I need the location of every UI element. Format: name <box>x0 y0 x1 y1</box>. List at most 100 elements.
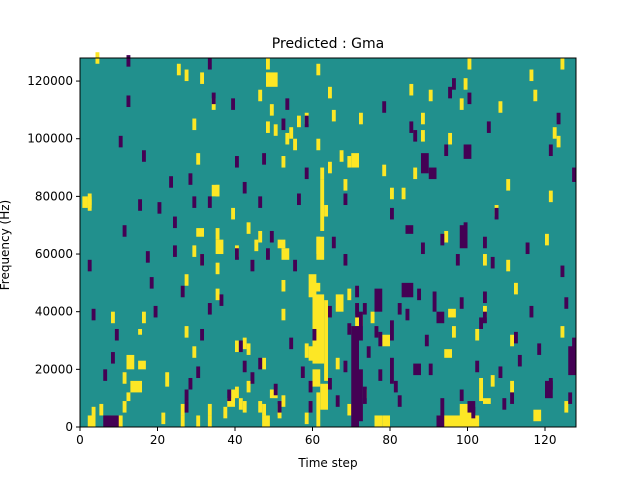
high-cell <box>413 167 418 180</box>
low-cell <box>421 242 425 255</box>
low-cell <box>362 303 367 315</box>
high-cell <box>347 403 352 416</box>
high-cell <box>238 398 243 410</box>
high-cell <box>200 72 205 84</box>
high-cell <box>428 89 433 102</box>
low-cell <box>242 360 247 373</box>
high-cell <box>138 360 146 370</box>
high-cell <box>196 228 204 237</box>
high-cell <box>331 109 336 122</box>
high-cell <box>475 328 480 341</box>
high-cell <box>483 254 487 266</box>
high-cell <box>308 346 313 361</box>
high-cell <box>421 112 425 125</box>
low-cell <box>428 167 437 180</box>
low-cell <box>188 173 193 185</box>
low-cell <box>393 380 398 393</box>
low-cell <box>285 98 290 110</box>
low-cell <box>486 121 491 133</box>
high-cell <box>483 398 491 404</box>
low-cell <box>126 95 131 108</box>
low-cell <box>103 369 108 381</box>
high-cell <box>207 403 212 416</box>
low-cell <box>231 98 236 110</box>
high-cell <box>382 334 390 347</box>
low-cell <box>502 398 507 410</box>
low-cell <box>432 291 437 312</box>
low-cell <box>192 196 197 208</box>
high-cell <box>312 294 325 364</box>
high-cell <box>289 127 294 139</box>
high-cell <box>180 415 185 427</box>
low-cell <box>459 225 468 249</box>
low-cell <box>269 230 274 243</box>
high-cell <box>556 135 561 148</box>
high-cell <box>246 343 251 355</box>
high-cell <box>142 311 146 324</box>
low-cell <box>572 167 577 182</box>
low-cell <box>483 236 487 249</box>
low-cell <box>273 383 278 396</box>
low-cell <box>91 308 96 321</box>
high-cell <box>184 326 189 338</box>
high-cell <box>533 89 538 102</box>
low-cell <box>250 372 255 384</box>
low-cell <box>378 331 383 347</box>
high-cell <box>374 415 383 427</box>
low-cell <box>126 55 131 67</box>
high-cell <box>347 288 352 301</box>
high-cell <box>560 326 565 338</box>
plot-area <box>79 52 577 428</box>
high-cell <box>316 63 321 76</box>
low-cell <box>467 401 476 413</box>
y-axis-label: Frequency (Hz) <box>0 200 12 291</box>
high-cell <box>231 389 236 402</box>
low-cell <box>440 233 445 246</box>
high-cell <box>320 383 328 410</box>
x-axis-ticks: 0 20 40 60 80 100 120 <box>76 427 556 447</box>
high-cell <box>281 308 286 321</box>
high-cell <box>262 415 270 427</box>
high-cell <box>510 380 515 393</box>
high-cell <box>545 233 549 246</box>
high-cell <box>242 401 247 413</box>
low-cell <box>207 196 212 208</box>
low-cell <box>568 392 573 404</box>
low-cell <box>300 366 305 378</box>
low-cell <box>157 202 162 214</box>
high-cell <box>223 406 228 419</box>
x-tick-label: 0 <box>76 433 84 447</box>
high-cell <box>269 104 274 116</box>
y-tick-label: 60000 <box>35 247 73 261</box>
x-tick-label: 80 <box>382 433 397 447</box>
high-cell <box>138 328 143 335</box>
high-cell <box>227 398 235 407</box>
low-cell <box>440 398 445 416</box>
high-cell <box>281 395 286 407</box>
low-cell <box>145 251 150 263</box>
low-cell <box>390 207 394 220</box>
low-cell <box>405 308 410 321</box>
low-cell <box>374 326 379 338</box>
high-cell <box>293 138 298 151</box>
low-cell <box>235 156 239 168</box>
low-cell <box>568 346 576 376</box>
low-cell <box>242 181 247 194</box>
y-tick-label: 100000 <box>27 132 73 146</box>
high-cell <box>498 101 503 113</box>
low-cell <box>343 254 348 266</box>
high-cell <box>285 132 290 145</box>
high-cell <box>196 153 201 165</box>
high-cell <box>548 190 553 203</box>
high-cell <box>130 380 143 393</box>
high-cell <box>273 124 278 136</box>
low-cell <box>537 343 542 355</box>
high-cell <box>529 69 534 82</box>
low-cell <box>390 357 394 384</box>
y-tick-label: 80000 <box>35 189 73 203</box>
high-cell <box>324 205 329 217</box>
low-cell <box>382 101 387 113</box>
low-cell <box>436 311 445 324</box>
low-cell <box>409 121 414 133</box>
x-tick-label: 100 <box>456 433 479 447</box>
